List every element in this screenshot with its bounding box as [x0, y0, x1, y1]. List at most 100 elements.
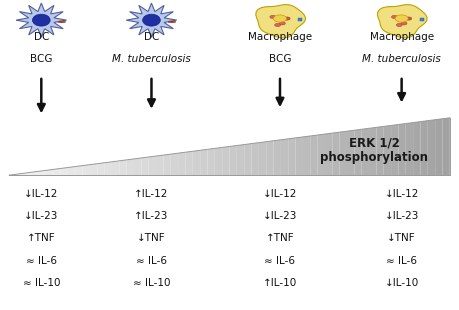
Ellipse shape [395, 15, 408, 22]
Polygon shape [53, 168, 61, 175]
Polygon shape [112, 161, 119, 175]
Text: ↓IL-23: ↓IL-23 [263, 211, 297, 221]
Polygon shape [428, 120, 435, 175]
Text: ↓IL-12: ↓IL-12 [263, 189, 297, 199]
Polygon shape [119, 160, 127, 175]
Polygon shape [377, 5, 427, 38]
Ellipse shape [143, 14, 160, 26]
Polygon shape [281, 139, 288, 175]
Polygon shape [369, 127, 376, 175]
Bar [298, 18, 302, 21]
Polygon shape [16, 3, 67, 37]
Text: ↑IL-23: ↑IL-23 [134, 211, 168, 221]
Text: ↓TNF: ↓TNF [137, 233, 166, 243]
Ellipse shape [401, 22, 407, 25]
Ellipse shape [171, 21, 176, 23]
Text: DC: DC [34, 32, 49, 42]
Polygon shape [318, 134, 325, 175]
Polygon shape [442, 118, 450, 175]
Text: ↑IL-10: ↑IL-10 [263, 278, 297, 288]
Text: ≈ IL-6: ≈ IL-6 [386, 256, 417, 266]
Text: Macrophage: Macrophage [369, 32, 434, 42]
Ellipse shape [406, 17, 412, 20]
Ellipse shape [392, 15, 397, 19]
Polygon shape [215, 148, 222, 175]
Text: M. tuberculosis: M. tuberculosis [112, 54, 191, 64]
Polygon shape [83, 165, 90, 175]
Polygon shape [406, 122, 413, 175]
Polygon shape [24, 172, 31, 175]
Polygon shape [171, 153, 178, 175]
Text: ≈ IL-10: ≈ IL-10 [22, 278, 60, 288]
Polygon shape [354, 129, 362, 175]
Polygon shape [163, 154, 171, 175]
Text: ↓IL-10: ↓IL-10 [385, 278, 419, 288]
Polygon shape [252, 143, 259, 175]
Polygon shape [141, 157, 149, 175]
Text: ↓TNF: ↓TNF [387, 233, 416, 243]
Polygon shape [303, 136, 310, 175]
Ellipse shape [274, 23, 280, 27]
Polygon shape [398, 123, 406, 175]
Ellipse shape [168, 21, 173, 23]
Text: ↓IL-23: ↓IL-23 [385, 211, 419, 221]
Polygon shape [178, 152, 185, 175]
Polygon shape [340, 131, 347, 175]
Polygon shape [288, 138, 296, 175]
Text: ↑IL-12: ↑IL-12 [134, 189, 168, 199]
Polygon shape [193, 150, 200, 175]
Polygon shape [149, 156, 156, 175]
Ellipse shape [61, 21, 66, 23]
Text: Macrophage: Macrophage [248, 32, 312, 42]
Polygon shape [362, 128, 369, 175]
Polygon shape [126, 3, 177, 37]
Ellipse shape [58, 21, 62, 23]
Polygon shape [256, 5, 305, 38]
Polygon shape [259, 142, 266, 175]
Ellipse shape [396, 23, 402, 27]
Ellipse shape [33, 14, 50, 26]
Polygon shape [266, 141, 274, 175]
Polygon shape [296, 137, 303, 175]
Polygon shape [332, 132, 340, 175]
Polygon shape [244, 144, 252, 175]
Polygon shape [310, 135, 318, 175]
Polygon shape [156, 155, 163, 175]
Polygon shape [391, 125, 398, 175]
Polygon shape [185, 151, 193, 175]
Polygon shape [347, 130, 354, 175]
Polygon shape [61, 167, 68, 175]
Polygon shape [230, 145, 237, 175]
Polygon shape [31, 171, 39, 175]
Text: ↑TNF: ↑TNF [266, 233, 294, 243]
Text: ≈ IL-10: ≈ IL-10 [133, 278, 170, 288]
Polygon shape [134, 158, 141, 175]
Polygon shape [75, 166, 83, 175]
Ellipse shape [270, 15, 276, 19]
Text: ↑TNF: ↑TNF [27, 233, 56, 243]
Text: ≈ IL-6: ≈ IL-6 [26, 256, 57, 266]
Polygon shape [420, 121, 428, 175]
Polygon shape [325, 133, 332, 175]
Text: ERK 1/2
phosphorylation: ERK 1/2 phosphorylation [320, 136, 428, 164]
Polygon shape [105, 162, 112, 175]
Text: ↓IL-12: ↓IL-12 [385, 189, 419, 199]
Polygon shape [9, 174, 17, 175]
Polygon shape [97, 163, 105, 175]
Polygon shape [200, 149, 207, 175]
Ellipse shape [274, 15, 286, 22]
Polygon shape [413, 122, 420, 175]
Text: DC: DC [144, 32, 159, 42]
Polygon shape [127, 159, 134, 175]
Polygon shape [237, 144, 244, 175]
Polygon shape [17, 173, 24, 175]
Text: M. tuberculosis: M. tuberculosis [362, 54, 441, 64]
Polygon shape [376, 126, 384, 175]
Bar [420, 18, 424, 21]
Polygon shape [274, 140, 281, 175]
Polygon shape [90, 164, 97, 175]
Polygon shape [207, 148, 215, 175]
Text: ≈ IL-6: ≈ IL-6 [264, 256, 296, 266]
Ellipse shape [280, 22, 285, 25]
Polygon shape [39, 170, 46, 175]
